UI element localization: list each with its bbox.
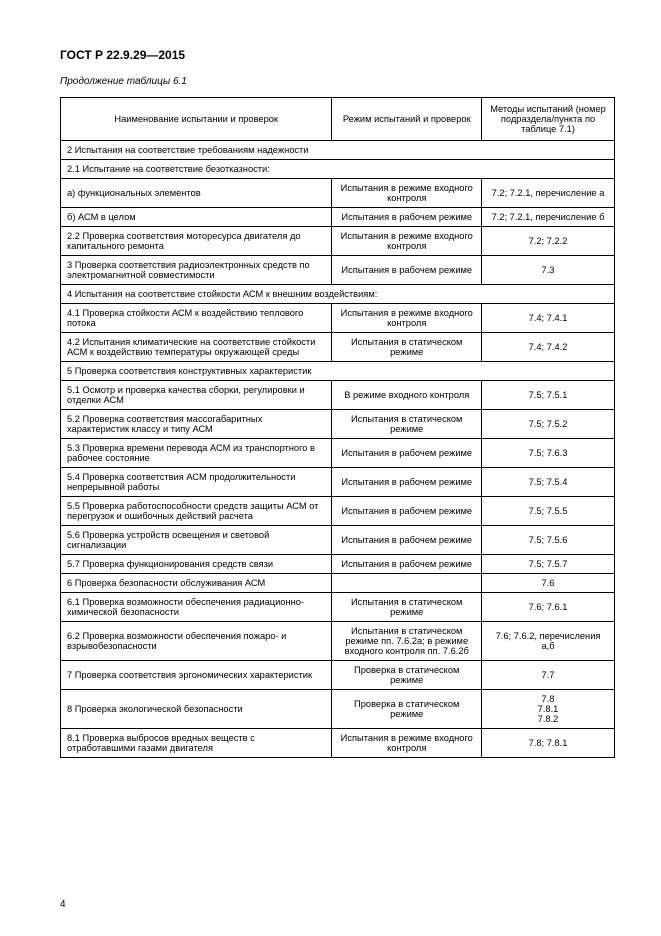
test-mode-cell: Испытания в статическом режиме [332, 593, 482, 622]
test-method-cell: 7.5; 7.5.2 [482, 410, 615, 439]
col-header-methods: Методы испытаний (номер подраздела/пункт… [482, 98, 615, 141]
table-row: 7 Проверка соответствия эргономических х… [61, 661, 615, 690]
table-row: 2 Испытания на соответствие требованиям … [61, 141, 615, 160]
table-row: а) функциональных элементовИспытания в р… [61, 179, 615, 208]
table-row: 5.6 Проверка устройств освещения и свето… [61, 526, 615, 555]
test-name-cell: 6.1 Проверка возможности обеспечения рад… [61, 593, 332, 622]
test-name-cell: 6 Проверка безопасности обслуживания АСМ [61, 574, 332, 593]
test-mode-cell: Испытания в рабочем режиме [332, 439, 482, 468]
test-method-cell: 7.2; 7.2.2 [482, 227, 615, 256]
test-mode-cell: Испытания в рабочем режиме [332, 555, 482, 574]
test-name-cell: 2.2 Проверка соответствия моторесурса дв… [61, 227, 332, 256]
test-name-cell: б) АСМ в целом [61, 208, 332, 227]
table-row: 8.1 Проверка выбросов вредных веществ с … [61, 729, 615, 758]
test-method-cell: 7.5; 7.5.7 [482, 555, 615, 574]
document-code: ГОСТ Р 22.9.29—2015 [60, 48, 615, 62]
test-mode-cell: Испытания в рабочем режиме [332, 256, 482, 285]
test-method-cell: 7.6; 7.6.1 [482, 593, 615, 622]
section-cell: 2 Испытания на соответствие требованиям … [61, 141, 615, 160]
test-method-cell: 7.6 [482, 574, 615, 593]
test-mode-cell: Испытания в рабочем режиме [332, 468, 482, 497]
test-name-cell: 5.6 Проверка устройств освещения и свето… [61, 526, 332, 555]
test-method-cell: 7.6; 7.6.2, перечисления а,б [482, 622, 615, 661]
test-method-cell: 7.5; 7.6.3 [482, 439, 615, 468]
test-method-cell: 7.5; 7.5.4 [482, 468, 615, 497]
page-number: 4 [60, 899, 66, 910]
test-method-cell: 7.8; 7.8.1 [482, 729, 615, 758]
test-name-cell: а) функциональных элементов [61, 179, 332, 208]
table-row: 5.5 Проверка работоспособности средств з… [61, 497, 615, 526]
test-mode-cell: Испытания в статическом режиме [332, 333, 482, 362]
test-method-cell: 7.5; 7.5.5 [482, 497, 615, 526]
table-row: 5.4 Проверка соответствия АСМ продолжите… [61, 468, 615, 497]
table-row: 5.3 Проверка времени перевода АСМ из тра… [61, 439, 615, 468]
test-method-cell: 7.8 7.8.1 7.8.2 [482, 690, 615, 729]
table-row: 5.1 Осмотр и проверка качества сборки, р… [61, 381, 615, 410]
test-mode-cell: В режиме входного контроля [332, 381, 482, 410]
table-row: 2.1 Испытание на соответствие безотказно… [61, 160, 615, 179]
table-row: 6.2 Проверка возможности обеспечения пож… [61, 622, 615, 661]
test-name-cell: 5.1 Осмотр и проверка качества сборки, р… [61, 381, 332, 410]
table-row: 4.2 Испытания климатические на соответст… [61, 333, 615, 362]
table-row: 2.2 Проверка соответствия моторесурса дв… [61, 227, 615, 256]
test-name-cell: 8.1 Проверка выбросов вредных веществ с … [61, 729, 332, 758]
table-header-row: Наименование испытании и проверок Режим … [61, 98, 615, 141]
table-row: 4.1 Проверка стойкости АСМ к воздействию… [61, 304, 615, 333]
table-body: 2 Испытания на соответствие требованиям … [61, 141, 615, 758]
test-mode-cell: Испытания в режиме входного контроля [332, 227, 482, 256]
test-name-cell: 4.1 Проверка стойкости АСМ к воздействию… [61, 304, 332, 333]
test-name-cell: 5.3 Проверка времени перевода АСМ из тра… [61, 439, 332, 468]
test-method-cell: 7.5; 7.5.6 [482, 526, 615, 555]
test-mode-cell: Испытания в рабочем режиме [332, 497, 482, 526]
test-mode-cell: Испытания в статическом режиме пп. 7.6.2… [332, 622, 482, 661]
test-name-cell: 5.5 Проверка работоспособности средств з… [61, 497, 332, 526]
test-mode-cell: Испытания в статическом режиме [332, 410, 482, 439]
test-mode-cell: Испытания в рабочем режиме [332, 526, 482, 555]
test-name-cell: 5.7 Проверка функционирования средств св… [61, 555, 332, 574]
test-mode-cell: Испытания в режиме входного контроля [332, 304, 482, 333]
table-row: 6 Проверка безопасности обслуживания АСМ… [61, 574, 615, 593]
test-mode-cell: Проверка в статическом режиме [332, 690, 482, 729]
test-name-cell: 8 Проверка экологической безопасности [61, 690, 332, 729]
section-cell: 4 Испытания на соответствие стойкости АС… [61, 285, 615, 304]
col-header-name: Наименование испытании и проверок [61, 98, 332, 141]
test-mode-cell: Проверка в статическом режиме [332, 661, 482, 690]
test-method-cell: 7.5; 7.5.1 [482, 381, 615, 410]
test-name-cell: 4.2 Испытания климатические на соответст… [61, 333, 332, 362]
table-row: 6.1 Проверка возможности обеспечения рад… [61, 593, 615, 622]
test-mode-cell [332, 574, 482, 593]
test-method-cell: 7.4; 7.4.1 [482, 304, 615, 333]
table-row: 5 Проверка соответствия конструктивных х… [61, 362, 615, 381]
test-method-cell: 7.4; 7.4.2 [482, 333, 615, 362]
test-name-cell: 5.4 Проверка соответствия АСМ продолжите… [61, 468, 332, 497]
table-continuation-label: Продолжение таблицы 6.1 [60, 76, 615, 87]
table-row: 3 Проверка соответствия радиоэлектронных… [61, 256, 615, 285]
section-cell: 5 Проверка соответствия конструктивных х… [61, 362, 615, 381]
test-mode-cell: Испытания в режиме входного контроля [332, 179, 482, 208]
table-row: 4 Испытания на соответствие стойкости АС… [61, 285, 615, 304]
test-name-cell: 6.2 Проверка возможности обеспечения пож… [61, 622, 332, 661]
test-method-cell: 7.3 [482, 256, 615, 285]
test-name-cell: 7 Проверка соответствия эргономических х… [61, 661, 332, 690]
table-row: 8 Проверка экологической безопасностиПро… [61, 690, 615, 729]
test-name-cell: 3 Проверка соответствия радиоэлектронных… [61, 256, 332, 285]
section-cell: 2.1 Испытание на соответствие безотказно… [61, 160, 615, 179]
table-row: б) АСМ в целомИспытания в рабочем режиме… [61, 208, 615, 227]
test-mode-cell: Испытания в рабочем режиме [332, 208, 482, 227]
specification-table: Наименование испытании и проверок Режим … [60, 97, 615, 758]
test-mode-cell: Испытания в режиме входного контроля [332, 729, 482, 758]
test-name-cell: 5.2 Проверка соответствия массогабаритны… [61, 410, 332, 439]
page: ГОСТ Р 22.9.29—2015 Продолжение таблицы … [0, 0, 661, 936]
table-row: 5.7 Проверка функционирования средств св… [61, 555, 615, 574]
test-method-cell: 7.2; 7.2.1, перечисление б [482, 208, 615, 227]
col-header-mode: Режим испытаний и проверок [332, 98, 482, 141]
test-method-cell: 7.7 [482, 661, 615, 690]
test-method-cell: 7.2; 7.2.1, перечисление а [482, 179, 615, 208]
table-row: 5.2 Проверка соответствия массогабаритны… [61, 410, 615, 439]
